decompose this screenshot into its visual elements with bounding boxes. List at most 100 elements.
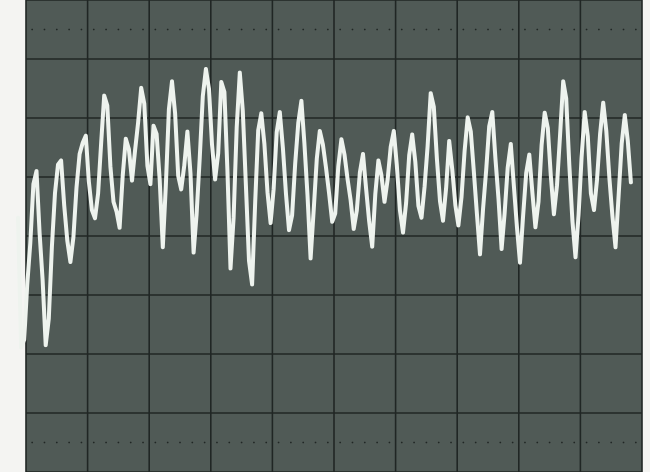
graticule-minor-tick (499, 28, 502, 31)
graticule-minor-tick (105, 28, 107, 31)
graticule-minor-tick (43, 441, 46, 444)
graticule-minor-tick (55, 28, 58, 31)
graticule-minor-tick (400, 28, 403, 31)
graticule-minor-tick (597, 441, 600, 444)
graticule-minor-tick (55, 441, 58, 444)
graticule-minor-tick (92, 441, 95, 444)
graticule-minor-tick (277, 28, 280, 31)
graticule-minor-tick (228, 28, 231, 31)
graticule-minor-tick (351, 28, 354, 31)
graticule-minor-tick (437, 441, 440, 444)
graticule-minor-tick (413, 28, 415, 31)
graticule-minor-tick (80, 441, 83, 444)
graticule-minor-tick (388, 28, 391, 31)
graticule-minor-tick (339, 28, 342, 31)
graticule-minor-tick (524, 28, 526, 31)
graticule-minor-tick (450, 28, 452, 31)
graticule-minor-tick (363, 28, 366, 31)
graticule-minor-tick (68, 28, 71, 31)
graticule-minor-tick (585, 441, 588, 444)
graticule-minor-tick (117, 441, 120, 444)
graticule-minor-tick (289, 28, 292, 31)
graticule-minor-tick (363, 441, 366, 444)
graticule-minor-tick (31, 28, 34, 31)
graticule-minor-tick (573, 28, 576, 31)
graticule-minor-ticks (31, 28, 637, 444)
graticule-minor-tick (597, 28, 600, 31)
graticule-minor-tick (437, 28, 440, 31)
graticule-minor-tick (524, 441, 526, 444)
graticule-minor-tick (474, 441, 477, 444)
graticule-minor-tick (314, 28, 317, 31)
graticule-minor-tick (105, 441, 107, 444)
graticule-minor-tick (154, 441, 157, 444)
graticule-minor-tick (289, 441, 292, 444)
graticule-minor-tick (179, 441, 181, 444)
graticule-minor-tick (548, 441, 551, 444)
graticule-minor-tick (634, 441, 637, 444)
graticule-minor-tick (326, 441, 329, 444)
graticule-minor-tick (240, 441, 243, 444)
graticule-minor-tick (240, 28, 243, 31)
graticule-minor-tick (339, 441, 342, 444)
graticule-minor-tick (302, 441, 305, 444)
graticule-minor-tick (388, 441, 391, 444)
graticule-minor-tick (129, 28, 132, 31)
graticule-minor-tick (462, 441, 465, 444)
graticule-minor-tick (129, 441, 132, 444)
graticule-minor-tick (166, 28, 169, 31)
graticule-minor-tick (573, 441, 576, 444)
graticule-minor-tick (425, 441, 428, 444)
graticule-minor-tick (142, 441, 144, 444)
graticule-minor-tick (413, 441, 415, 444)
graticule-minor-tick (80, 28, 83, 31)
graticule-minor-tick (487, 441, 489, 444)
graticule-minor-tick (43, 28, 46, 31)
graticule-minor-tick (302, 28, 305, 31)
signal-trace (16, 67, 633, 350)
graticule-minor-tick (462, 28, 465, 31)
graticule-minor-tick (585, 28, 588, 31)
graticule-minor-tick (265, 28, 268, 31)
graticule-minor-tick (191, 28, 194, 31)
graticule-minor-tick (31, 441, 34, 444)
graticule-minor-tick (314, 441, 317, 444)
graticule-minor-tick (499, 441, 502, 444)
graticule-minor-tick (117, 28, 120, 31)
graticule-minor-tick (450, 441, 452, 444)
graticule-minor-tick (253, 441, 255, 444)
graticule-minor-tick (634, 28, 637, 31)
graticule-minor-tick (191, 441, 194, 444)
graticule-minor-tick (487, 28, 489, 31)
graticule-minor-tick (265, 441, 268, 444)
graticule-minor-tick (474, 28, 477, 31)
graticule-minor-tick (622, 28, 625, 31)
graticule-minor-tick (154, 28, 157, 31)
graticule-minor-tick (228, 441, 231, 444)
graticule-minor-tick (216, 28, 218, 31)
graticule-minor-tick (548, 28, 551, 31)
graticule-minor-tick (351, 441, 354, 444)
graticule-minor-tick (561, 28, 563, 31)
graticule-minor-tick (68, 441, 71, 444)
graticule-minor-tick (511, 28, 514, 31)
graticule-minor-tick (610, 28, 613, 31)
graticule-minor-tick (203, 441, 206, 444)
graticule-minor-tick (376, 28, 379, 31)
graticule-minor-tick (561, 441, 563, 444)
graticule-minor-tick (511, 441, 514, 444)
graticule-minor-tick (425, 28, 428, 31)
graticule-minor-tick (166, 441, 169, 444)
graticule-minor-tick (400, 441, 403, 444)
graticule-minor-tick (277, 441, 280, 444)
graticule-minor-tick (203, 28, 206, 31)
graticule-minor-tick (253, 28, 255, 31)
graticule-minor-tick (179, 28, 181, 31)
graticule-minor-tick (216, 441, 218, 444)
graticule-minor-tick (376, 441, 379, 444)
graticule-minor-tick (536, 441, 539, 444)
graticule-grid (25, 0, 643, 472)
graticule-minor-tick (536, 28, 539, 31)
